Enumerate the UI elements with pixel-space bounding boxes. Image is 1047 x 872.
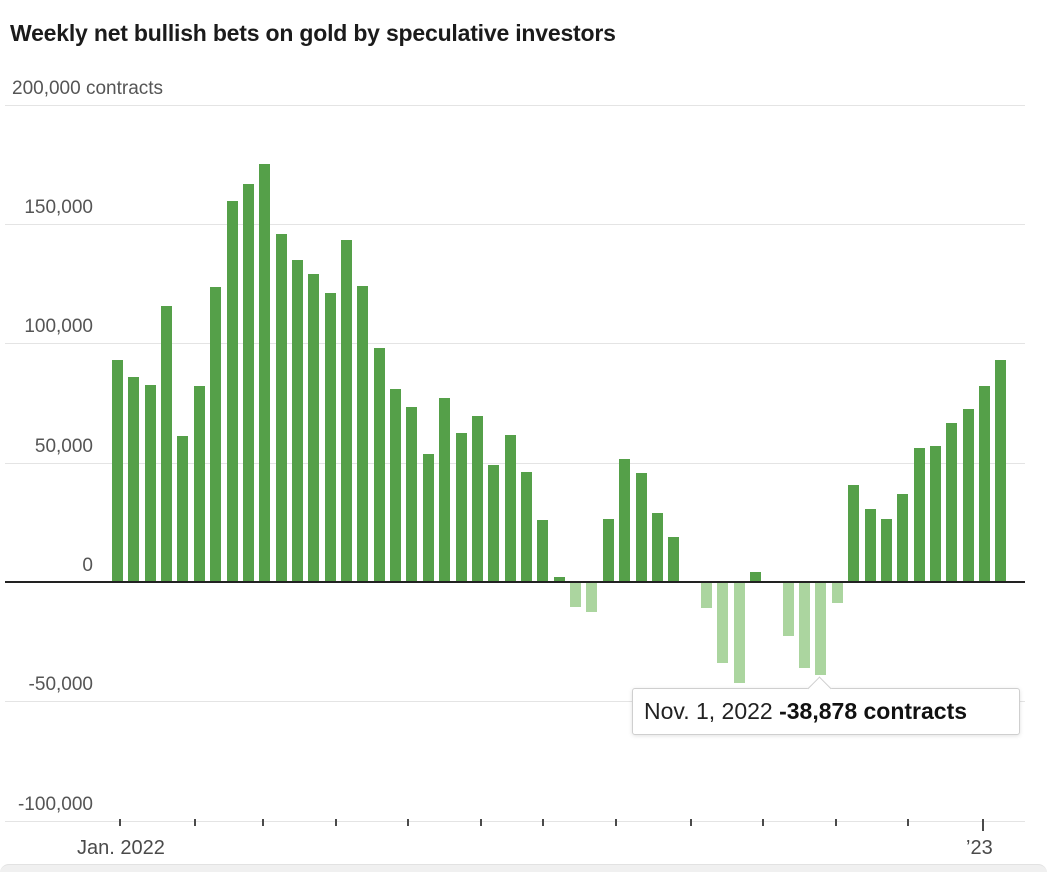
bar[interactable] [144, 385, 156, 582]
bar[interactable] [962, 409, 974, 582]
bar[interactable] [308, 274, 320, 582]
month-tick [335, 819, 337, 826]
bar[interactable] [897, 493, 909, 582]
bar[interactable] [471, 416, 483, 582]
bar[interactable] [504, 435, 516, 582]
bar[interactable] [570, 582, 582, 608]
gridline--100,000 [5, 820, 1025, 822]
y-axis-label--100000: -100,000 [17, 793, 93, 815]
bar[interactable] [259, 164, 271, 582]
bar[interactable] [422, 454, 434, 582]
bar[interactable] [488, 465, 500, 582]
bar[interactable] [357, 286, 369, 582]
bar-highlighted[interactable] [815, 582, 827, 675]
gridline-100,000 [5, 343, 1025, 345]
bar[interactable] [750, 572, 762, 582]
bar[interactable] [733, 582, 745, 684]
month-tick [907, 819, 909, 826]
month-tick [262, 819, 264, 826]
y-axis-label-0: 0 [82, 555, 93, 576]
bar[interactable] [864, 509, 876, 582]
bar[interactable] [210, 287, 222, 582]
y-axis-label-200000: 200,000 contracts [12, 77, 164, 99]
bar[interactable] [651, 512, 663, 582]
bar[interactable] [946, 423, 958, 582]
bar[interactable] [602, 518, 614, 582]
month-tick [690, 819, 692, 826]
bar[interactable] [586, 582, 598, 612]
bar[interactable] [112, 360, 123, 582]
gridline--50,000 [5, 701, 1025, 703]
y-axis-label-100000: 100,000 [24, 316, 93, 338]
bar[interactable] [439, 398, 451, 582]
month-tick [835, 819, 837, 826]
month-tick [119, 819, 121, 826]
bar[interactable] [635, 473, 647, 582]
month-tick [615, 819, 617, 826]
bar[interactable] [275, 233, 287, 582]
month-tick [762, 819, 764, 826]
bar[interactable] [717, 582, 729, 664]
bar[interactable] [341, 239, 353, 582]
bar[interactable] [930, 445, 941, 582]
tooltip: Nov. 1, 2022 -38,878 contracts [632, 676, 1020, 735]
bar[interactable] [700, 582, 712, 609]
bar[interactable] [161, 306, 173, 582]
year-tick-2023 [982, 819, 984, 831]
y-axis-label--50000: -50,000 [28, 674, 93, 696]
bar[interactable] [995, 360, 1007, 582]
bar[interactable] [619, 459, 631, 582]
tooltip-text: Nov. 1, 2022 -38,878 contracts [644, 689, 967, 733]
x-axis-end-label: ’23 [966, 837, 993, 859]
bar[interactable] [406, 406, 418, 582]
tooltip-date: Nov. 1, 2022 [644, 698, 773, 724]
bar[interactable] [553, 577, 565, 582]
chart-title: Weekly net bullish bets on gold by specu… [10, 20, 616, 46]
bar[interactable] [373, 348, 385, 582]
bar[interactable] [226, 201, 238, 582]
bar[interactable] [880, 518, 892, 582]
bar[interactable] [521, 472, 532, 582]
bar[interactable] [782, 582, 794, 636]
bar[interactable] [537, 519, 549, 582]
y-axis-label-150000: 150,000 [24, 197, 93, 219]
bar[interactable] [913, 448, 925, 582]
bar[interactable] [831, 582, 843, 604]
bar[interactable] [390, 388, 402, 582]
month-tick [407, 819, 409, 826]
bar[interactable] [455, 432, 467, 582]
month-tick [542, 819, 544, 826]
month-tick [480, 819, 482, 826]
bar[interactable] [848, 485, 860, 582]
bar[interactable] [291, 259, 303, 582]
bar[interactable] [193, 386, 205, 582]
y-axis-label-50000: 50,000 [34, 435, 93, 457]
zero-axis-line [5, 581, 1025, 583]
tooltip-value: -38,878 contracts [779, 698, 968, 724]
bar[interactable] [324, 293, 336, 582]
gridline-150,000 [5, 224, 1025, 226]
bar[interactable] [242, 183, 254, 582]
gridline-200,000 contracts [5, 104, 1025, 106]
month-tick [194, 819, 196, 826]
bar[interactable] [799, 582, 811, 668]
bottom-edge-strip [0, 864, 1047, 872]
bar[interactable] [128, 376, 140, 582]
bar[interactable] [177, 436, 189, 582]
bar[interactable] [979, 386, 991, 582]
bar[interactable] [668, 536, 680, 582]
x-axis-start-label: Jan. 2022 [77, 837, 165, 859]
